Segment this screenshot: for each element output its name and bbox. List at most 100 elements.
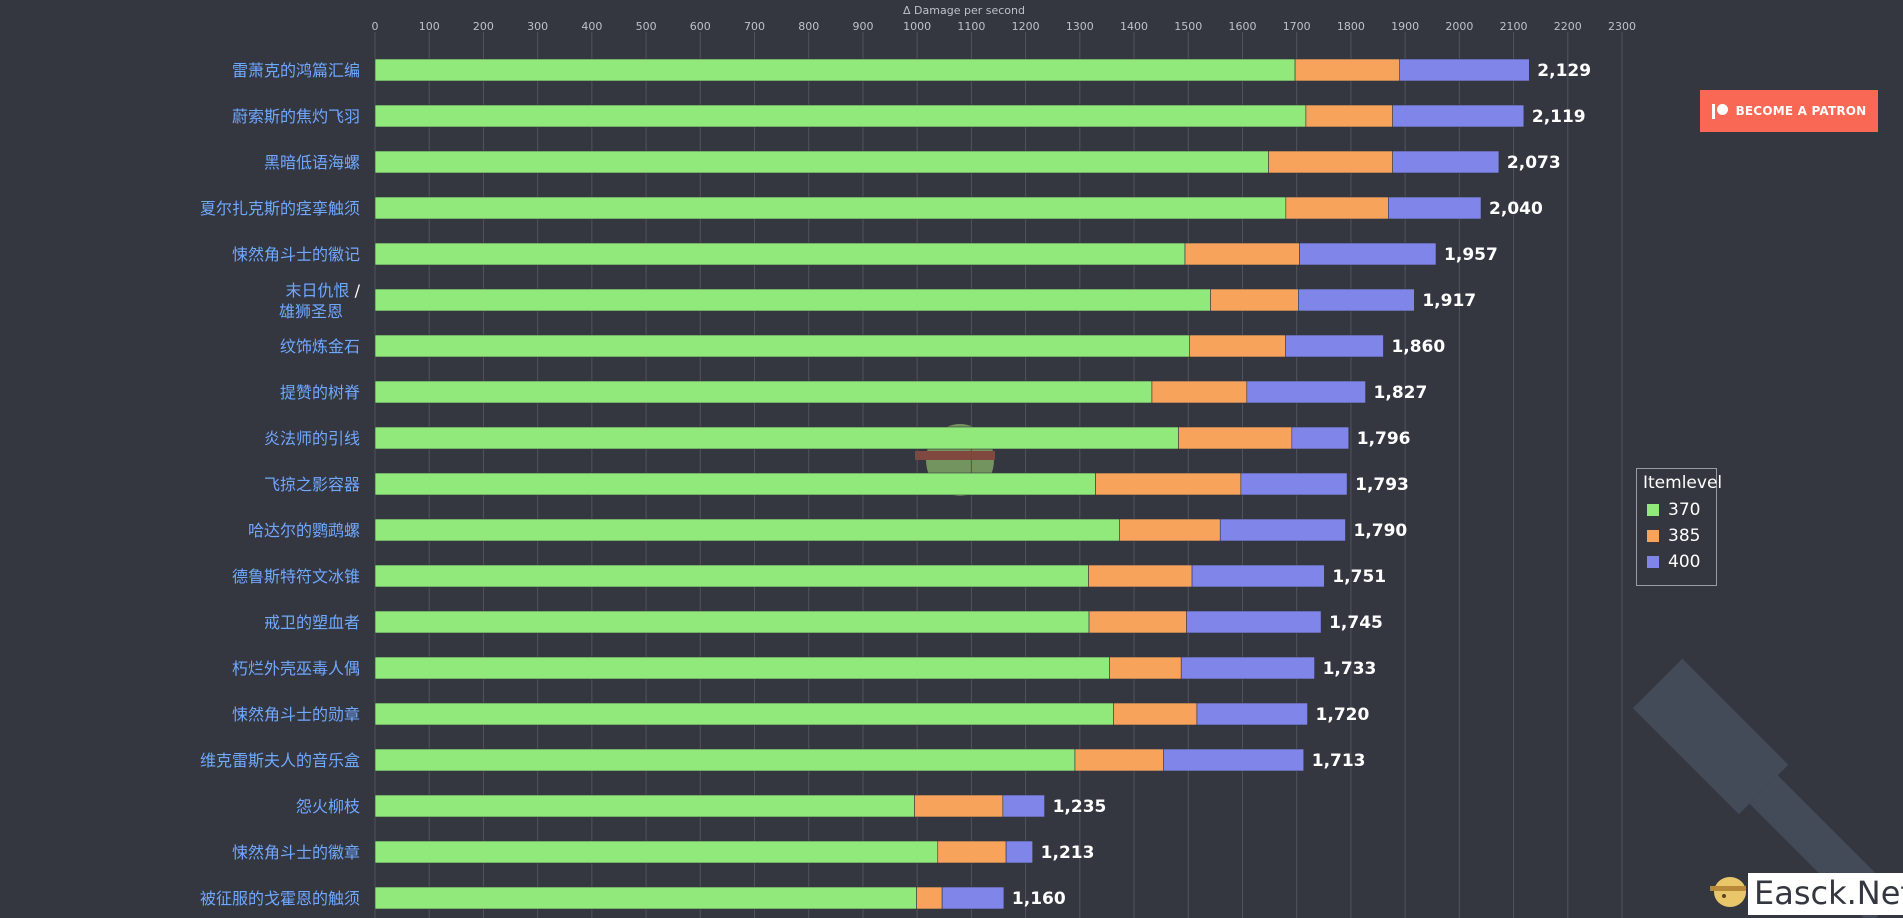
bar-segment-385[interactable]	[1088, 610, 1187, 634]
bar-segment-370[interactable]	[374, 564, 1089, 588]
bar-segment-370[interactable]	[374, 794, 915, 818]
bar-segment-400[interactable]	[1392, 150, 1500, 174]
bar-segment-370[interactable]	[374, 518, 1120, 542]
category-label[interactable]: 提赞的树脊	[280, 383, 360, 402]
bar-segment-370[interactable]	[374, 104, 1307, 128]
bar-segment-370[interactable]	[374, 702, 1114, 726]
bar-segment-400[interactable]	[941, 886, 1005, 910]
category-label[interactable]: 雷萧克的鸿篇汇编	[232, 61, 360, 80]
category-label[interactable]: 戒卫的塑血者	[264, 613, 360, 632]
bar-segment-370[interactable]	[374, 196, 1287, 220]
x-tick-label: 1600	[1228, 20, 1256, 33]
x-tick-label: 1500	[1174, 20, 1202, 33]
bar-segment-400[interactable]	[1240, 472, 1348, 496]
bar-segment-370[interactable]	[374, 610, 1090, 634]
bar-segment-385[interactable]	[1109, 656, 1182, 680]
bar-segment-370[interactable]	[374, 840, 939, 864]
bar-segment-385[interactable]	[916, 886, 943, 910]
x-tick-label: 1200	[1012, 20, 1040, 33]
category-label[interactable]: 纹饰炼金石	[280, 337, 360, 356]
bar-segment-400[interactable]	[1002, 794, 1045, 818]
bar-segment-385[interactable]	[1285, 196, 1389, 220]
legend-item-370[interactable]: 370	[1643, 497, 1716, 523]
category-label[interactable]: 黑暗低语海螺	[264, 153, 360, 172]
category-label[interactable]: 末日仇恨 /雄狮圣恩	[279, 281, 361, 321]
category-label[interactable]: 悚然角斗士的徽章	[232, 843, 360, 862]
category-label[interactable]: 被征服的戈霍恩的触须	[200, 889, 360, 908]
category-label[interactable]: 哈达尔的鹦鹉螺	[248, 521, 360, 540]
category-label[interactable]: 夏尔扎克斯的痉挛触须	[200, 199, 360, 218]
bar-segment-370[interactable]	[374, 886, 917, 910]
bar-segment-385[interactable]	[1178, 426, 1293, 450]
bar-segment-400[interactable]	[1298, 288, 1415, 312]
bar-segment-400[interactable]	[1388, 196, 1482, 220]
category-label[interactable]: 炎法师的引线	[264, 429, 360, 448]
bar-segment-370[interactable]	[374, 58, 1296, 82]
x-tick-label: 400	[581, 20, 602, 33]
bar-segment-370[interactable]	[374, 150, 1269, 174]
category-label[interactable]: 维克雷斯夫人的音乐盒	[200, 751, 360, 770]
bar-segment-400[interactable]	[1186, 610, 1322, 634]
bar-segment-400[interactable]	[1005, 840, 1033, 864]
bar-segment-400[interactable]	[1299, 242, 1437, 266]
legend-item-385[interactable]: 385	[1643, 523, 1716, 549]
x-tick-label: 600	[690, 20, 711, 33]
bar-segment-370[interactable]	[374, 472, 1096, 496]
bar-segment-370[interactable]	[374, 426, 1179, 450]
bar-segment-385[interactable]	[1074, 748, 1164, 772]
bar-segment-385[interactable]	[914, 794, 1004, 818]
bar-segment-400[interactable]	[1219, 518, 1346, 542]
bar-segment-385[interactable]	[1210, 288, 1299, 312]
legend-swatch	[1647, 530, 1659, 542]
x-tick-label: 2000	[1445, 20, 1473, 33]
bar-segment-400[interactable]	[1191, 564, 1325, 588]
category-label[interactable]: 蔚索斯的焦灼飞羽	[232, 107, 360, 126]
bar-segment-385[interactable]	[1113, 702, 1198, 726]
legend-title: Itemlevel	[1643, 473, 1723, 493]
bar-segment-400[interactable]	[1163, 748, 1305, 772]
bar-segment-400[interactable]	[1180, 656, 1315, 680]
total-label: 1,720	[1316, 705, 1370, 725]
category-label[interactable]: 朽烂外壳巫毒人偶	[232, 659, 360, 678]
bar-segment-385[interactable]	[1119, 518, 1221, 542]
bar-segment-385[interactable]	[1151, 380, 1248, 404]
bar-segment-385[interactable]	[937, 840, 1007, 864]
bar-segment-385[interactable]	[1189, 334, 1286, 358]
bar-segment-385[interactable]	[1305, 104, 1393, 128]
become-patron-button[interactable]: BECOME A PATRON	[1700, 90, 1878, 132]
bar-segment-385[interactable]	[1095, 472, 1242, 496]
legend-item-400[interactable]: 400	[1643, 549, 1716, 575]
bar-segment-400[interactable]	[1196, 702, 1308, 726]
x-tick-label: 800	[798, 20, 819, 33]
total-label: 1,745	[1329, 613, 1383, 633]
bar-segment-385[interactable]	[1268, 150, 1393, 174]
total-label: 1,213	[1041, 843, 1095, 863]
bar-segment-370[interactable]	[374, 334, 1190, 358]
bar-segment-400[interactable]	[1291, 426, 1350, 450]
bar-segment-400[interactable]	[1392, 104, 1525, 128]
bar-segment-385[interactable]	[1294, 58, 1401, 82]
bar-segment-370[interactable]	[374, 288, 1211, 312]
category-label[interactable]: 悚然角斗士的勋章	[232, 705, 360, 724]
total-label: 1,235	[1053, 797, 1107, 817]
category-label[interactable]: 飞掠之影容器	[264, 475, 360, 494]
bar-segment-370[interactable]	[374, 380, 1153, 404]
category-label[interactable]: 德鲁斯特符文冰锥	[232, 567, 360, 586]
bar-segment-400[interactable]	[1246, 380, 1366, 404]
total-label: 1,917	[1422, 291, 1476, 311]
bar-segment-370[interactable]	[374, 748, 1076, 772]
bar-segment-370[interactable]	[374, 656, 1110, 680]
bar-segment-370[interactable]	[374, 242, 1186, 266]
category-label[interactable]: 悚然角斗士的徽记	[232, 245, 360, 264]
total-label: 2,073	[1507, 153, 1561, 173]
total-label: 1,827	[1374, 383, 1428, 403]
x-tick-label: 200	[473, 20, 494, 33]
bar-segment-400[interactable]	[1285, 334, 1384, 358]
bar-segment-400[interactable]	[1399, 58, 1530, 82]
category-label[interactable]: 怨火柳枝	[296, 797, 360, 816]
bar-segment-385[interactable]	[1088, 564, 1193, 588]
x-tick-label: 1100	[957, 20, 985, 33]
bar-segment-385[interactable]	[1184, 242, 1300, 266]
total-label: 2,119	[1532, 107, 1586, 127]
